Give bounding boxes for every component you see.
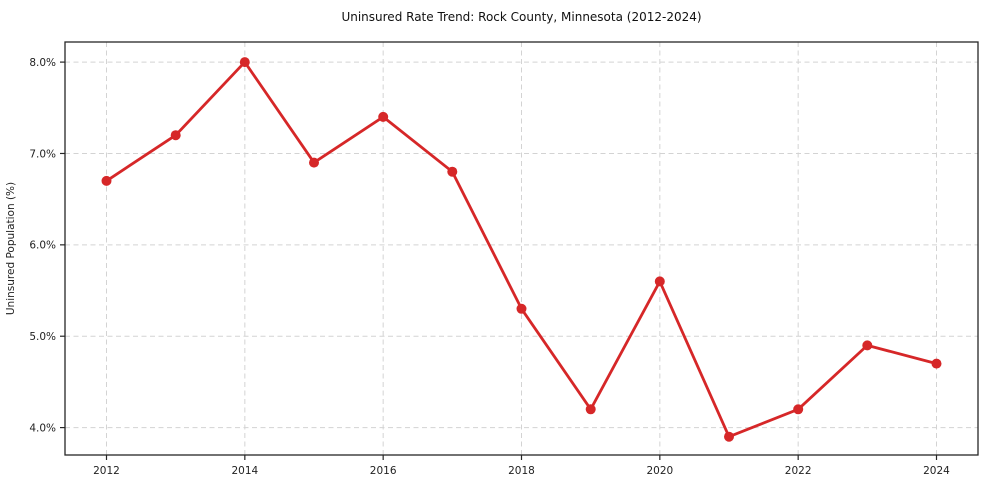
data-point-marker xyxy=(793,404,804,415)
data-point-marker xyxy=(309,157,319,168)
data-point-marker xyxy=(378,111,389,122)
data-point-marker xyxy=(239,57,250,68)
y-axis-label: Uninsured Population (%) xyxy=(5,182,17,315)
y-tick-label: 7.0% xyxy=(29,148,56,160)
x-tick-label: 2018 xyxy=(508,465,535,477)
data-point-marker xyxy=(724,431,734,442)
data-point-marker xyxy=(516,303,527,314)
data-point-marker xyxy=(101,175,112,186)
x-tick-label: 2014 xyxy=(231,465,258,477)
data-point-marker xyxy=(862,340,873,351)
x-tick-label: 2022 xyxy=(785,465,812,477)
data-point-marker xyxy=(447,166,458,177)
y-tick-label: 4.0% xyxy=(29,422,56,434)
chart-title: Uninsured Rate Trend: Rock County, Minne… xyxy=(341,10,701,24)
y-tick-label: 8.0% xyxy=(29,57,56,69)
x-tick-label: 2024 xyxy=(923,465,950,477)
y-tick-label: 5.0% xyxy=(29,331,56,343)
x-tick-label: 2016 xyxy=(370,465,397,477)
data-point-marker xyxy=(170,130,181,141)
data-point-marker xyxy=(585,404,596,415)
x-tick-label: 2020 xyxy=(646,465,673,477)
x-tick-label: 2012 xyxy=(93,465,120,477)
data-point-marker xyxy=(931,358,942,369)
data-point-marker xyxy=(654,276,665,287)
y-tick-label: 6.0% xyxy=(29,240,56,252)
